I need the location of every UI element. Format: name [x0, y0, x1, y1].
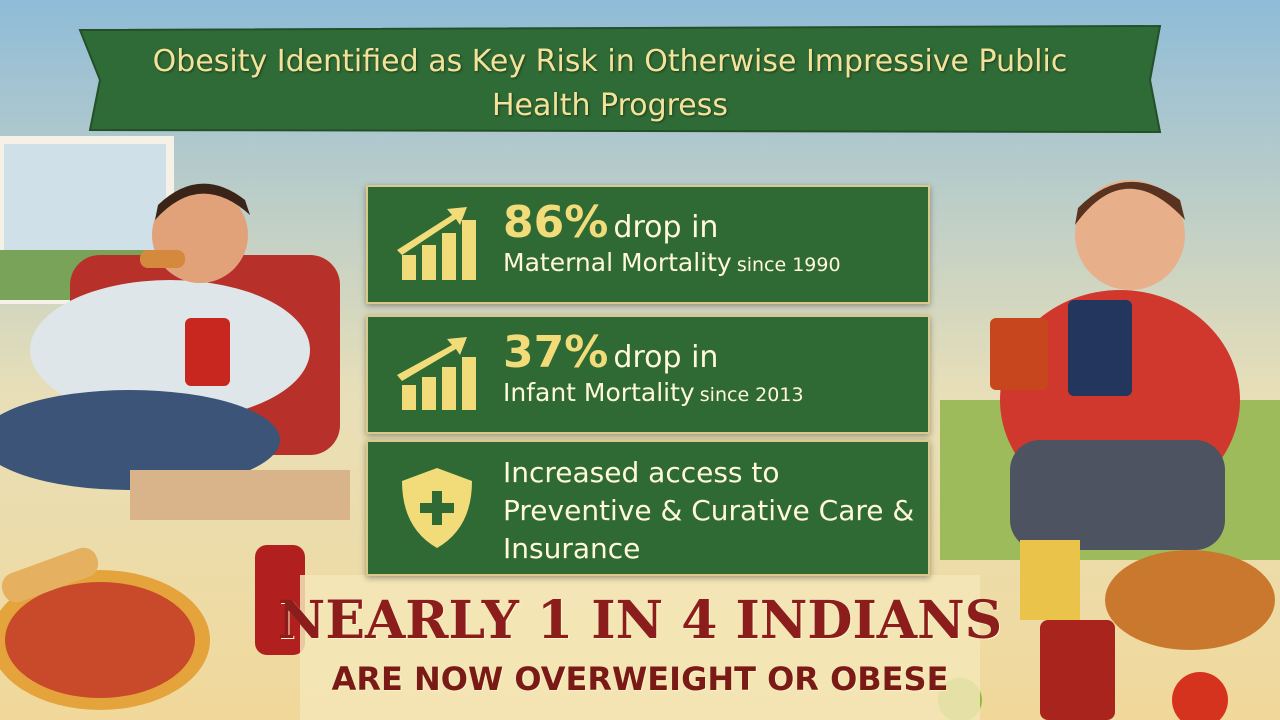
stat-subject: Infant Mortality	[503, 378, 695, 407]
stat-change: drop in	[613, 340, 719, 375]
stat-subject: Maternal Mortality	[503, 248, 732, 277]
headline: NEARLY 1 IN 4 INDIANS	[277, 590, 1003, 651]
stat-card: Increased access to Preventive & Curativ…	[366, 440, 930, 576]
growth-icon	[397, 336, 476, 410]
title: Obesity Identified as Key Risk in Otherw…	[152, 44, 1068, 123]
growth-icon	[397, 206, 476, 280]
stat-change: drop in	[613, 210, 719, 245]
shield-icon	[402, 468, 472, 548]
stat-card: 86% drop in Maternal Mortality since 199…	[366, 185, 930, 304]
stat-text: Increased access to Preventive & Curativ…	[503, 456, 915, 565]
stat-card: 37% drop in Infant Mortality since 2013	[366, 315, 930, 434]
subheadline: ARE NOW OVERWEIGHT OR OBESE	[331, 660, 949, 698]
stat-since: since 2013	[699, 384, 804, 406]
stat-value: 37%	[503, 327, 609, 378]
stat-value: 86%	[503, 197, 609, 248]
stat-since: since 1990	[736, 254, 841, 276]
